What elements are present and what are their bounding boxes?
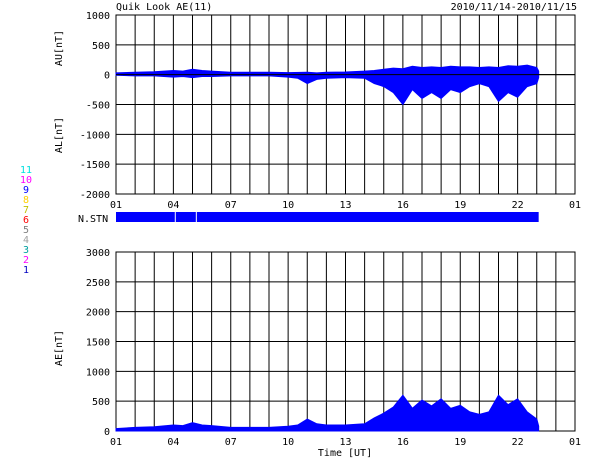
- y-tick-label: 1000: [86, 11, 110, 22]
- station-legend-item: 2: [23, 255, 29, 266]
- y-tick-label: 3000: [86, 248, 110, 259]
- x-tick-label: 10: [282, 200, 294, 211]
- y-tick-label: 1500: [86, 338, 110, 349]
- au-al-grid: [115, 14, 576, 195]
- x-tick-label: 19: [454, 437, 466, 448]
- x-tick-label: 07: [225, 437, 237, 448]
- nstn-coverage-bar: [116, 212, 539, 222]
- date-range: 2010/11/14-2010/11/15: [451, 2, 577, 13]
- y-tick-label: 500: [92, 397, 110, 408]
- x-tick-label: 07: [225, 200, 237, 211]
- station-legend-item: 3: [23, 245, 29, 256]
- station-legend-item: 8: [23, 195, 29, 206]
- x-tick-label: 22: [512, 200, 524, 211]
- station-legend-item: 10: [20, 175, 32, 186]
- x-tick-label: 16: [397, 200, 409, 211]
- x-tick-label: 04: [167, 437, 179, 448]
- x-tick-label: 01: [569, 200, 581, 211]
- y-tick-label: -500: [86, 101, 110, 112]
- x-tick-label: 19: [454, 200, 466, 211]
- au-axis-label: AU[nT]: [54, 30, 65, 66]
- y-tick-label: 2000: [86, 308, 110, 319]
- station-legend-item: 5: [23, 225, 29, 236]
- x-tick-label: 01: [569, 437, 581, 448]
- au-al-x-tick-labels: 01 04 07 10 13 16 19 22 01: [110, 200, 581, 211]
- series-al-area: [115, 74, 540, 106]
- ae-panel: 3000 2500 2000 1500 1000 500 0 01 04 07 10 13 16 19 2…: [54, 248, 581, 459]
- station-legend-item: 1: [23, 265, 29, 276]
- station-legend-item: 6: [23, 215, 29, 226]
- station-legend-item: 9: [23, 185, 29, 196]
- ae-series: [115, 394, 540, 432]
- au-al-series: [115, 64, 575, 106]
- ae-x-tick-labels: 01 04 07 10 13 16 19 22 01: [110, 437, 581, 448]
- chart-title: Quik Look AE(11): [116, 2, 212, 13]
- x-tick-label: 01: [110, 437, 122, 448]
- y-tick-label: -2000: [80, 190, 110, 201]
- series-ae-area: [115, 394, 540, 432]
- x-tick-label: 04: [167, 200, 179, 211]
- y-tick-label: 0: [104, 71, 110, 82]
- y-tick-label: -1500: [80, 160, 110, 171]
- au-al-y-tick-labels: 1000 500 0 -500 -1000 -1500 -2000: [80, 11, 110, 201]
- x-axis-label: Time [UT]: [318, 448, 372, 459]
- x-tick-label: 22: [512, 437, 524, 448]
- station-legend-item: 11: [20, 165, 32, 176]
- nstn-coverage-segment: [116, 212, 539, 222]
- y-tick-label: 1000: [86, 367, 110, 378]
- station-legend-item: 7: [23, 205, 29, 216]
- series-au-area: [115, 64, 540, 76]
- ae-axis-label: AE[nT]: [54, 330, 65, 366]
- x-tick-label: 16: [397, 437, 409, 448]
- nstn-label: N.STN: [78, 214, 108, 225]
- y-tick-label: 500: [92, 41, 110, 52]
- x-tick-label: 01: [110, 200, 122, 211]
- x-tick-label: 13: [339, 200, 351, 211]
- ae-y-tick-labels: 3000 2500 2000 1500 1000 500 0: [86, 248, 110, 438]
- au-al-panel: 1000 500 0 -500 -1000 -1500 -2000 01 04 07 10 13 16…: [54, 11, 581, 211]
- x-tick-label: 13: [339, 437, 351, 448]
- x-tick-label: 10: [282, 437, 294, 448]
- al-axis-label: AL[nT]: [54, 117, 65, 153]
- y-tick-label: 0: [104, 427, 110, 438]
- y-tick-label: -1000: [80, 130, 110, 141]
- plot-frame: [115, 14, 576, 195]
- station-legend-item: 4: [23, 235, 29, 246]
- y-tick-label: 2500: [86, 278, 110, 289]
